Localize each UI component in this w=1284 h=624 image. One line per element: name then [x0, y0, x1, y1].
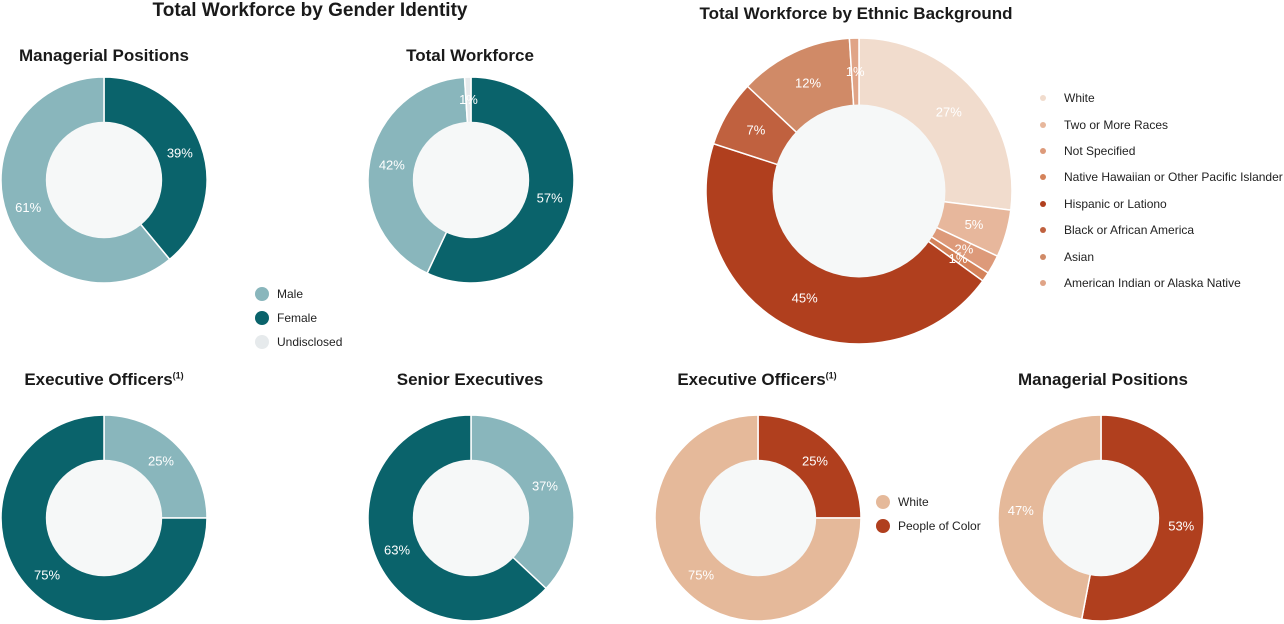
legend-item-people-of-color: People of Color [876, 514, 981, 538]
slice-label-two-or-more-races: 5% [965, 217, 984, 232]
gender-legend: Male Female Undisclosed [255, 282, 342, 354]
slice-label-people-of-color: 25% [802, 454, 828, 469]
legend-item-not-specified: Not Specified [1040, 138, 1283, 164]
legend-item-female: Female [255, 306, 342, 330]
slice-label-white: 27% [936, 105, 962, 120]
gender-section-heading: Total Workforce by Gender Identity [152, 0, 468, 21]
legend-swatch-female [255, 311, 269, 325]
legend-label: People of Color [898, 519, 981, 533]
legend-swatch-male [255, 287, 269, 301]
chart-title-race-managerial: Managerial Positions [1017, 370, 1189, 389]
donut-gender-total: 57% 42% 1% [367, 76, 575, 284]
donut-gender-senior-exec: 37% 63% [367, 414, 575, 622]
slice-label-male: 25% [148, 454, 174, 469]
legend-item-asian: Asian [1040, 243, 1283, 269]
legend-label: Native Hawaiian or Other Pacific Islande… [1064, 170, 1283, 185]
legend-label: Female [277, 311, 318, 325]
slice-label-female: 39% [167, 145, 193, 160]
legend-item-american-indian: American Indian or Alaska Native [1040, 270, 1283, 296]
slice-female [0, 414, 208, 622]
legend-swatch-two-or-more [1040, 121, 1046, 128]
slice-label-male: 61% [15, 200, 41, 215]
legend-swatch-black [1040, 227, 1046, 234]
legend-label: Hispanic or Lationo [1064, 196, 1167, 211]
donut-gender-exec-officers: 25% 75% [0, 414, 208, 622]
slice-label-white: 47% [1008, 503, 1034, 518]
legend-item-male: Male [255, 282, 342, 306]
slice-label-not-specified: 2% [955, 241, 974, 256]
slice-label-male: 37% [532, 479, 558, 494]
legend-label: Black or African America [1064, 223, 1195, 238]
ethnic-legend: White Two or More Races Not Specified Na… [1040, 85, 1283, 296]
slice-label-female: 63% [384, 543, 410, 558]
slice-label-hispanic-or-lationo: 45% [792, 290, 818, 305]
donut-gender-managerial: 39% 61% [0, 76, 208, 284]
slice-label-native-hawaiian-or-other-pacific-islander: 1% [949, 251, 968, 266]
donut-hole [412, 459, 530, 577]
ethnic-section-heading: Total Workforce by Ethnic Background [699, 4, 1013, 23]
legend-swatch-not-specified [1040, 147, 1046, 154]
legend-item-white: White [1040, 85, 1283, 111]
chart-title-race-exec-officers: Executive Officers(1) [677, 370, 837, 389]
legend-item-undisclosed: Undisclosed [255, 330, 342, 354]
donut-race-managerial: 53% 47% [997, 414, 1205, 622]
slice-label-black-or-african-america: 7% [747, 123, 766, 138]
legend-item-two-or-more: Two or More Races [1040, 111, 1283, 137]
donut-hole [772, 104, 946, 278]
slice-label-male: 42% [379, 158, 405, 173]
slice-label-undisclosed: 1% [459, 92, 478, 107]
slice-label-white: 75% [688, 568, 714, 583]
chart-title-gender-senior-exec: Senior Executives [396, 370, 544, 389]
donut-hole [1042, 459, 1160, 577]
donut-hole [412, 121, 530, 239]
legend-item-white: White [876, 490, 981, 514]
donut-hole [699, 459, 817, 577]
legend-swatch-undisclosed [255, 335, 269, 349]
legend-swatch-native-hawaiian [1040, 174, 1046, 181]
chart-title-gender-exec-officers: Executive Officers(1) [24, 370, 184, 389]
legend-swatch-white [1040, 95, 1046, 102]
legend-swatch-white [876, 495, 890, 509]
legend-label: Male [277, 287, 304, 301]
legend-item-black: Black or African America [1040, 217, 1283, 243]
slice-label-asian: 12% [795, 75, 821, 90]
legend-label: Two or More Races [1064, 117, 1169, 132]
chart-title-gender-managerial: Managerial Positions [18, 46, 190, 65]
legend-label: Undisclosed [277, 335, 343, 349]
donut-ethnic-total: 27%5%2%1%45%7%12%1% [705, 37, 1013, 345]
slice-white [654, 414, 862, 622]
legend-item-hispanic: Hispanic or Lationo [1040, 191, 1283, 217]
race-legend: White People of Color [876, 490, 981, 538]
legend-swatch-people-of-color [876, 519, 890, 533]
donut-hole [45, 121, 163, 239]
legend-swatch-asian [1040, 253, 1046, 260]
legend-item-native-hawaiian: Native Hawaiian or Other Pacific Islande… [1040, 164, 1283, 190]
slice-label-people-of-color: 53% [1168, 518, 1194, 533]
footnote-marker: (1) [172, 370, 184, 381]
chart-title-gender-total: Total Workforce [406, 46, 534, 65]
legend-swatch-american-indian [1040, 279, 1046, 286]
slice-label-american-indian-or-alaska-native: 1% [846, 64, 865, 79]
slice-label-female: 57% [537, 190, 563, 205]
legend-label: White [898, 495, 929, 509]
legend-label: White [1064, 91, 1095, 106]
legend-swatch-hispanic [1040, 200, 1046, 207]
footnote-marker: (1) [825, 370, 837, 381]
donut-race-exec-officers: 25% 75% [654, 414, 862, 622]
slice-label-female: 75% [34, 568, 60, 583]
legend-label: American Indian or Alaska Native [1064, 275, 1241, 290]
legend-label: Not Specified [1064, 143, 1136, 158]
donut-hole [45, 459, 163, 577]
legend-label: Asian [1064, 249, 1095, 264]
